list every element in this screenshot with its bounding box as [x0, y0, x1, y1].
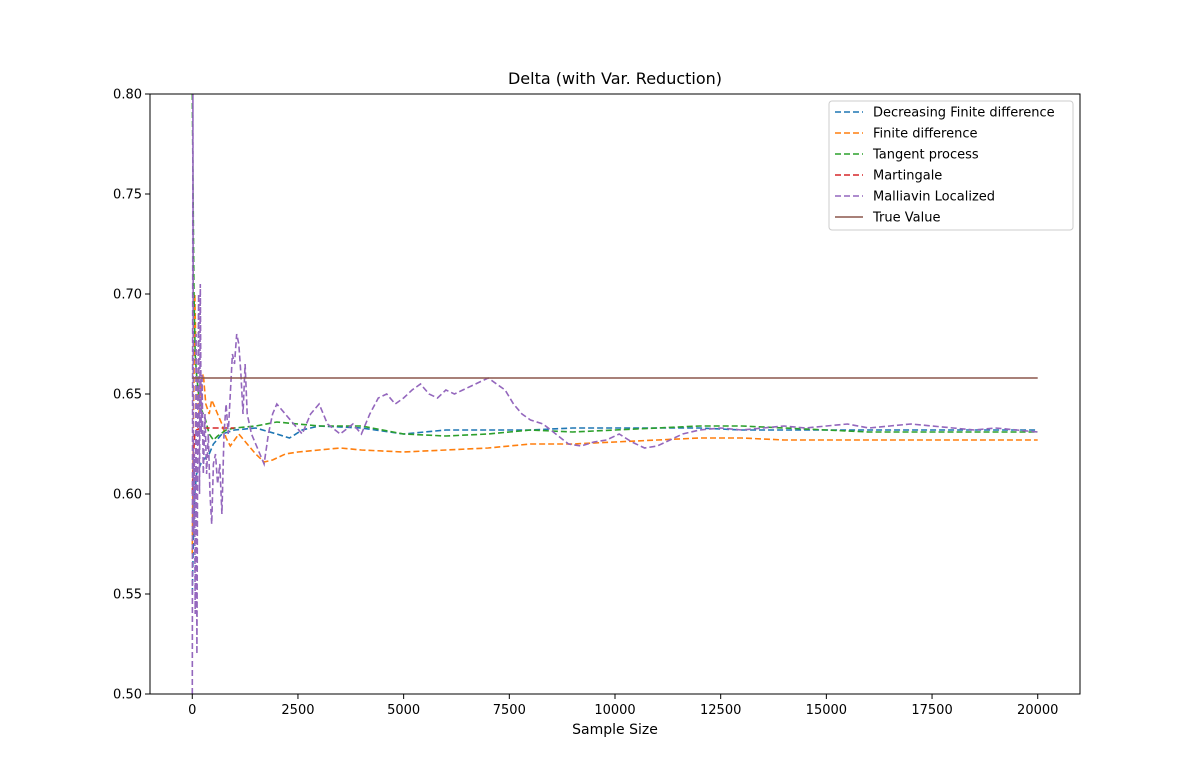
- x-axis-label: Sample Size: [572, 722, 658, 738]
- y-tick-label: 0.50: [113, 688, 142, 703]
- legend: Decreasing Finite difference Finite diffe…: [828, 100, 1074, 231]
- x-tick-label: 17500: [911, 703, 952, 718]
- series-line-malliavin-localized: [191, 94, 1038, 694]
- x-tick-label: 7500: [493, 703, 526, 718]
- legend-label: Malliavin Localized: [873, 190, 995, 205]
- x-tick-label: 2500: [281, 703, 314, 718]
- y-tick-label: 0.75: [113, 188, 142, 203]
- legend-label: Decreasing Finite difference: [873, 106, 1055, 121]
- x-tick-label: 0: [188, 703, 196, 718]
- legend-label: Tangent process: [872, 148, 979, 163]
- legend-label: Finite difference: [873, 127, 977, 142]
- series-layer: [191, 94, 1038, 694]
- x-tick-label: 10000: [594, 703, 635, 718]
- legend-label: Martingale: [873, 169, 942, 184]
- chart-title: Delta (with Var. Reduction): [508, 69, 722, 88]
- y-tick-label: 0.80: [113, 88, 142, 103]
- y-tick-label: 0.55: [113, 588, 142, 603]
- y-tick-label: 0.65: [113, 388, 142, 403]
- legend-label: True Value: [872, 211, 940, 226]
- x-tick-label: 20000: [1017, 703, 1058, 718]
- x-tick-label: 12500: [700, 703, 741, 718]
- y-tick-label: 0.70: [113, 288, 142, 303]
- legend-box: [828, 100, 1074, 231]
- y-tick-label: 0.60: [113, 488, 142, 503]
- series-line-decreasing-finite-difference: [191, 425, 1038, 595]
- x-tick-label: 15000: [806, 703, 847, 718]
- x-tick-label: 5000: [387, 703, 420, 718]
- y-axis: 0.50 0.55 0.60 0.65 0.70 0.75 0.80: [113, 88, 150, 703]
- x-axis: 0 2500 5000 7500 10000 12500 15000 17500 20000: [188, 694, 1058, 718]
